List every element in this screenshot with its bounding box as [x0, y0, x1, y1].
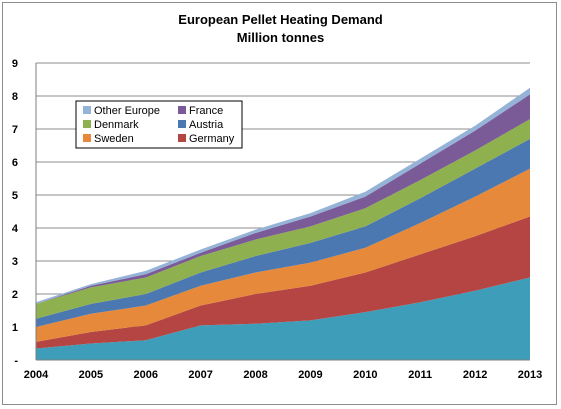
y-tick-label: 9	[12, 58, 18, 70]
x-tick-label: 2004	[24, 369, 49, 381]
chart-legend: Other Europe France Denmark Austria Sweden Ge…	[75, 100, 243, 149]
y-tick-label: 4	[12, 223, 19, 235]
legend-label-denmark: Denmark	[94, 119, 139, 131]
x-tick-label: 2009	[298, 369, 322, 381]
legend-label-germany: Germany	[189, 133, 235, 145]
y-tick-label: -	[14, 355, 18, 367]
y-tick-label: 1	[12, 322, 18, 334]
area-austria	[36, 138, 530, 327]
x-tick-label: 2011	[408, 369, 432, 381]
legend-label-austria: Austria	[189, 119, 224, 131]
x-tick-label: 2012	[463, 369, 487, 381]
legend-swatch-austria	[178, 120, 186, 128]
y-tick-label: 8	[12, 91, 18, 103]
legend-swatch-other-europe	[83, 106, 91, 114]
chart-subtitle: Million tonnes	[236, 30, 325, 45]
y-tick-label: 7	[12, 124, 18, 136]
legend-swatch-france	[178, 106, 186, 114]
x-tick-label: 2007	[188, 369, 212, 381]
legend-swatch-sweden	[83, 134, 91, 142]
x-tick-label: 2008	[243, 369, 267, 381]
x-tick-label: 2013	[518, 369, 542, 381]
y-tick-label: 5	[12, 190, 18, 202]
area-bottom-layer	[36, 277, 530, 360]
legend-label-other-europe: Other Europe	[94, 105, 160, 117]
y-tick-label: 3	[12, 256, 18, 268]
y-tick-label: 6	[12, 157, 18, 169]
x-tick-label: 2005	[79, 369, 103, 381]
legend-label-sweden: Sweden	[94, 133, 134, 145]
y-tick-label: 2	[12, 289, 18, 301]
area-germany	[36, 216, 530, 349]
x-tick-label: 2010	[353, 369, 377, 381]
area-sweden	[36, 168, 530, 342]
x-tick-label: 2006	[134, 369, 158, 381]
area-denmark	[36, 119, 530, 319]
legend-swatch-germany	[178, 134, 186, 142]
legend-box	[75, 100, 243, 149]
legend-label-france: France	[189, 105, 223, 117]
legend-swatch-denmark	[83, 120, 91, 128]
chart-title: European Pellet Heating Demand	[178, 12, 383, 27]
